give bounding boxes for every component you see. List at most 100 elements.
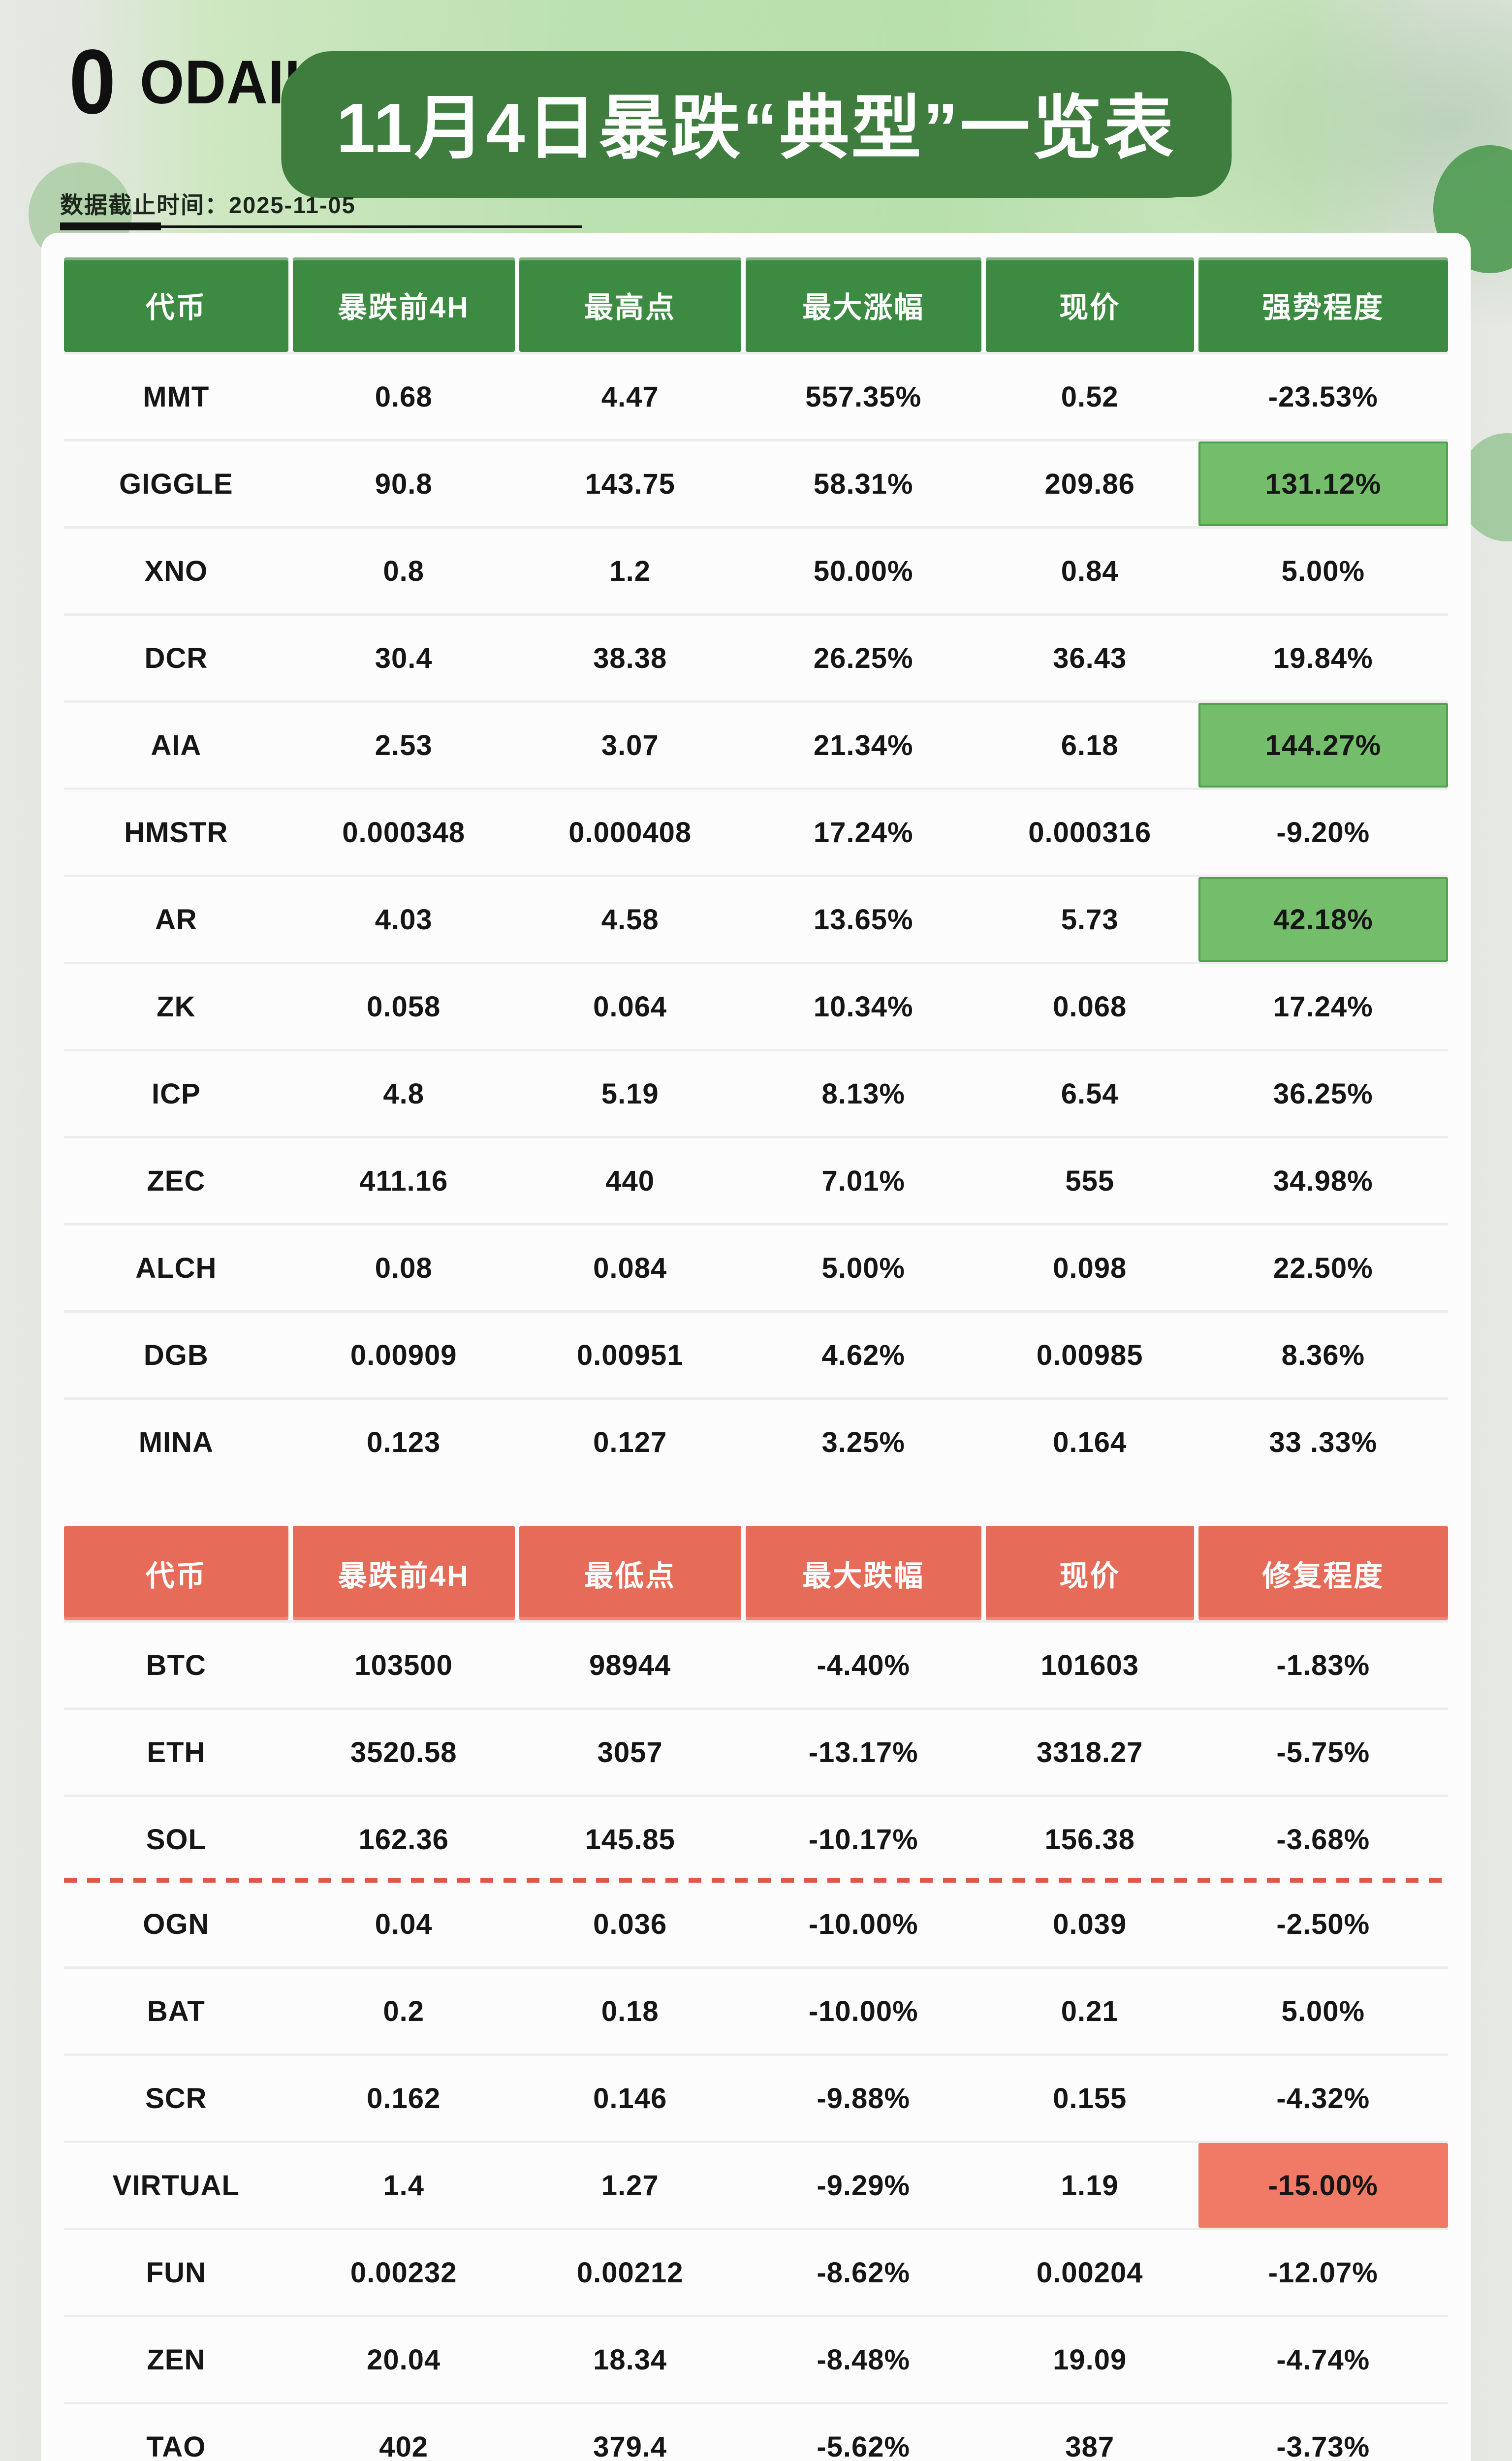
- table-row: AIA 2.53 3.07 21.34% 6.18 144.27%: [64, 700, 1448, 788]
- cell-value: 33 .33%: [1269, 1426, 1378, 1458]
- cell-value: 0.000408: [568, 816, 692, 849]
- page-title: 11月4日暴跌“典型”一览表: [289, 51, 1223, 195]
- table-row: SCR 0.162 0.146 -9.88% 0.155 -4.32%: [64, 2053, 1448, 2141]
- table-row: XNO 0.8 1.2 50.00% 0.84 5.00%: [64, 526, 1448, 613]
- cell-value: -3.73%: [1276, 2430, 1370, 2461]
- cell-value: 144.27%: [1198, 703, 1448, 788]
- token-name: ZEN: [147, 2343, 206, 2376]
- table-row: OGN 0.04 0.036 -10.00% 0.039 -2.50%: [64, 1882, 1448, 1966]
- cell-value: 145.85: [585, 1823, 675, 1856]
- table-row: GIGGLE 90.8 143.75 58.31% 209.86 131.12%: [64, 439, 1448, 526]
- cell-value: 0.18: [601, 1995, 659, 2027]
- column-header: 代币: [64, 1526, 288, 1620]
- cell-value: 1.2: [609, 555, 651, 587]
- cell-value: -2.50%: [1276, 1908, 1370, 1940]
- column-header: 最大跌幅: [745, 1526, 981, 1620]
- cell-value: 0.00204: [1036, 2256, 1143, 2289]
- token-name: AIA: [151, 729, 202, 761]
- cell-value: 34.98%: [1273, 1165, 1373, 1197]
- cell-value: 0.00909: [350, 1339, 457, 1371]
- column-header: 现价: [985, 257, 1194, 352]
- cell-value: -13.17%: [808, 1736, 918, 1768]
- cell-value: 143.75: [585, 468, 675, 500]
- cell-value: 38.38: [593, 642, 667, 674]
- cell-value: -10.00%: [808, 1995, 918, 2027]
- cell-value: 4.47: [601, 380, 659, 413]
- cell-value: 0.000316: [1028, 816, 1152, 849]
- cell-value: 22.50%: [1273, 1252, 1373, 1284]
- cell-value: -8.48%: [817, 2343, 911, 2376]
- token-name: ZK: [157, 990, 196, 1023]
- cell-value: 30.4: [375, 642, 433, 674]
- cell-value: -9.88%: [817, 2082, 911, 2114]
- cell-value: 6.54: [1061, 1077, 1119, 1110]
- cell-value: 0.21: [1061, 1995, 1119, 2027]
- table-row: ALCH 0.08 0.084 5.00% 0.098 22.50%: [64, 1223, 1448, 1310]
- table-header-row: 代币 暴跌前4H 最高点 最大涨幅 现价 强势程度: [64, 257, 1448, 352]
- cell-value: 98944: [589, 1649, 671, 1681]
- cell-value: 411.16: [359, 1165, 448, 1197]
- table-row: BTC 103500 98944 -4.40% 101603 -1.83%: [64, 1620, 1448, 1707]
- cell-value: -10.00%: [808, 1908, 918, 1940]
- cell-value: 0.8: [383, 555, 424, 587]
- cell-value: 2.53: [375, 729, 433, 761]
- cell-value: 42.18%: [1198, 877, 1448, 962]
- table-row: AR 4.03 4.58 13.65% 5.73 42.18%: [64, 875, 1448, 962]
- cell-value: 0.084: [593, 1252, 667, 1284]
- cell-value: 1.19: [1061, 2169, 1119, 2202]
- cell-value: 20.04: [367, 2343, 441, 2376]
- cell-value: 0.039: [1053, 1908, 1127, 1940]
- cell-value: 0.68: [375, 380, 433, 413]
- table-row: BAT 0.2 0.18 -10.00% 0.21 5.00%: [64, 1966, 1448, 2053]
- cell-value: 19.84%: [1273, 642, 1373, 674]
- cell-value: 36.43: [1053, 642, 1127, 674]
- table-row: ZEC 411.16 440 7.01% 555 34.98%: [64, 1136, 1448, 1223]
- table-row: ICP 4.8 5.19 8.13% 6.54 36.25%: [64, 1049, 1448, 1136]
- cell-value: 1.4: [383, 2169, 424, 2202]
- token-name: DCR: [144, 642, 208, 674]
- dashed-separator: [64, 1878, 1448, 1883]
- table-row: HMSTR 0.000348 0.000408 17.24% 0.000316 -9.20…: [64, 788, 1448, 875]
- table-row: DGB 0.00909 0.00951 4.62% 0.00985 8.36%: [64, 1310, 1448, 1397]
- token-name: MINA: [138, 1426, 214, 1458]
- token-name: ZEC: [147, 1165, 206, 1197]
- table-row: TAO 402 379.4 -5.62% 387 -3.73%: [64, 2402, 1448, 2461]
- table-row: MMT 0.68 4.47 557.35% 0.52 -23.53%: [64, 352, 1448, 439]
- data-card: 代币 暴跌前4H 最高点 最大涨幅 现价 强势程度 MMT 0.68 4.47 557.35% 0.…: [41, 233, 1471, 2461]
- cell-value: 21.34%: [813, 729, 914, 761]
- cell-value: 50.00%: [813, 555, 914, 587]
- token-name: VIRTUAL: [112, 2169, 240, 2202]
- column-header: 强势程度: [1198, 257, 1448, 352]
- token-name: TAO: [146, 2430, 206, 2461]
- cell-value: 0.127: [593, 1426, 667, 1458]
- column-header: 代币: [64, 257, 288, 352]
- token-name: AR: [155, 903, 197, 936]
- column-header: 修复程度: [1198, 1526, 1448, 1620]
- cell-value: 8.36%: [1281, 1339, 1365, 1371]
- cell-value: 555: [1065, 1165, 1115, 1197]
- token-name: MMT: [143, 380, 210, 413]
- cell-value: 103500: [354, 1649, 453, 1681]
- cell-value: 5.73: [1061, 903, 1119, 936]
- token-name: GIGGLE: [119, 468, 233, 500]
- cell-value: 101603: [1040, 1649, 1139, 1681]
- table-row: ZK 0.058 0.064 10.34% 0.068 17.24%: [64, 962, 1448, 1049]
- cell-value: 13.65%: [813, 903, 914, 936]
- cell-value: 5.00%: [821, 1252, 905, 1284]
- cell-value: 0.155: [1053, 2082, 1127, 2114]
- token-name: ALCH: [135, 1252, 217, 1284]
- cell-value: -1.83%: [1276, 1649, 1370, 1681]
- column-header: 最低点: [519, 1526, 741, 1620]
- column-header: 暴跌前4H: [292, 257, 515, 352]
- token-name: OGN: [143, 1908, 210, 1940]
- gainers-table: 代币 暴跌前4H 最高点 最大涨幅 现价 强势程度 MMT 0.68 4.47 557.35% 0.…: [64, 257, 1448, 1484]
- cell-value: 0.123: [367, 1426, 441, 1458]
- cell-value: 7.01%: [821, 1165, 905, 1197]
- cell-value: 10.34%: [813, 990, 914, 1023]
- cell-value: -4.32%: [1276, 2082, 1370, 2114]
- token-name: DGB: [143, 1339, 209, 1371]
- odaily-logo-icon: 0: [69, 31, 116, 133]
- column-header: 现价: [985, 1526, 1194, 1620]
- cell-value: 0.036: [593, 1908, 667, 1940]
- cell-value: -5.75%: [1276, 1736, 1370, 1768]
